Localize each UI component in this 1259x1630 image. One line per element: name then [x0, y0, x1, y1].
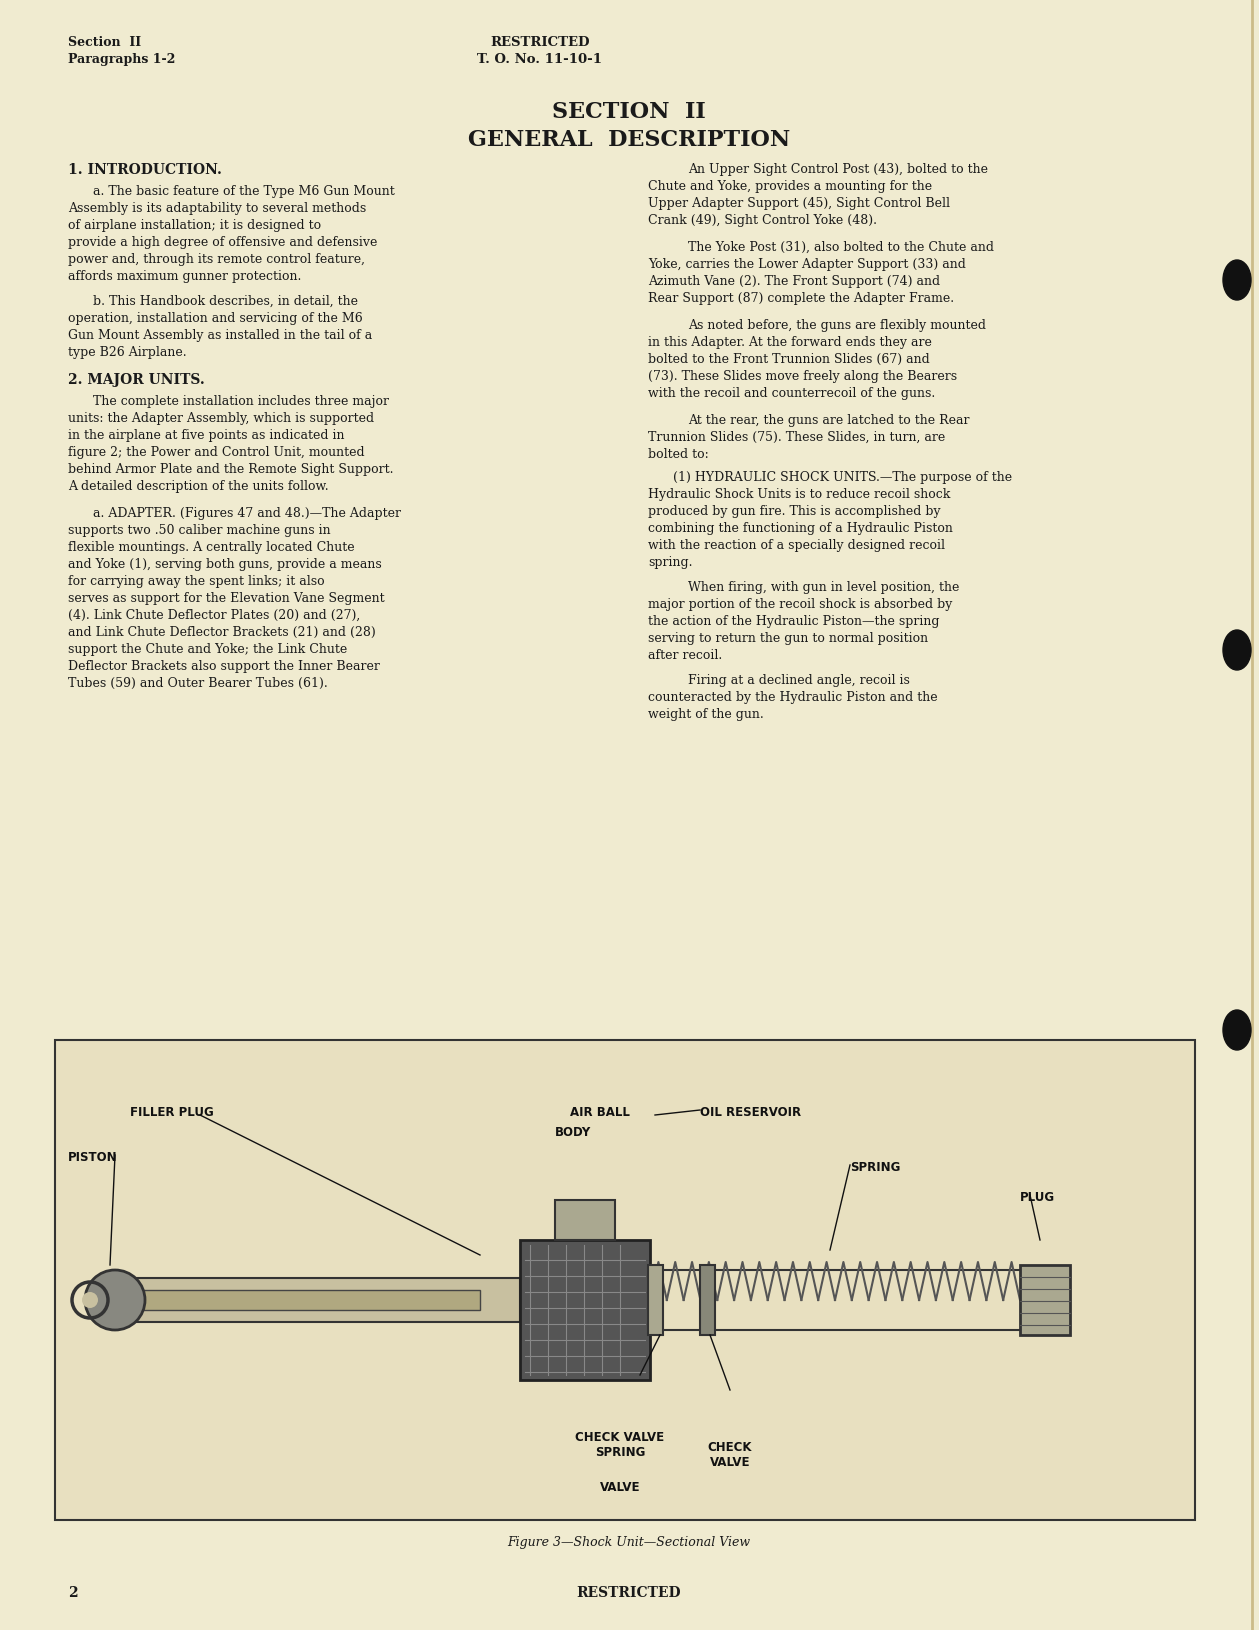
Circle shape — [82, 1293, 98, 1309]
Bar — [1020, 1265, 1070, 1335]
Text: the action of the Hydraulic Piston—the spring: the action of the Hydraulic Piston—the s… — [648, 615, 939, 628]
Text: bolted to the Front Trunnion Slides (67) and: bolted to the Front Trunnion Slides (67)… — [648, 352, 929, 365]
Text: FILLER PLUG: FILLER PLUG — [130, 1105, 214, 1118]
Text: SECTION  II: SECTION II — [553, 101, 706, 122]
Text: in the airplane at five points as indicated in: in the airplane at five points as indica… — [68, 429, 345, 442]
Text: a. ADAPTER. (Figures 47 and 48.)—The Adapter: a. ADAPTER. (Figures 47 and 48.)—The Ada… — [93, 507, 402, 520]
Text: counteracted by the Hydraulic Piston and the: counteracted by the Hydraulic Piston and… — [648, 691, 938, 704]
Text: Section  II: Section II — [68, 36, 141, 49]
Ellipse shape — [1222, 631, 1251, 670]
Text: BODY: BODY — [555, 1125, 592, 1138]
Text: Hydraulic Shock Units is to reduce recoil shock: Hydraulic Shock Units is to reduce recoi… — [648, 487, 951, 500]
Text: AIR BALL: AIR BALL — [570, 1105, 630, 1118]
Text: SPRING: SPRING — [850, 1161, 900, 1174]
Text: provide a high degree of offensive and defensive: provide a high degree of offensive and d… — [68, 236, 378, 249]
Text: units: the Adapter Assembly, which is supported: units: the Adapter Assembly, which is su… — [68, 412, 374, 425]
Text: PLUG: PLUG — [1020, 1190, 1055, 1203]
Ellipse shape — [1222, 1011, 1251, 1050]
Text: (1) HYDRAULIC SHOCK UNITS.—The purpose of the: (1) HYDRAULIC SHOCK UNITS.—The purpose o… — [674, 471, 1012, 484]
Bar — [55, 1040, 1195, 1521]
Text: and Link Chute Deflector Brackets (21) and (28): and Link Chute Deflector Brackets (21) a… — [68, 626, 375, 639]
Bar — [648, 1265, 663, 1335]
Text: Assembly is its adaptability to several methods: Assembly is its adaptability to several … — [68, 202, 366, 215]
Text: When firing, with gun in level position, the: When firing, with gun in level position,… — [687, 580, 959, 593]
Text: (73). These Slides move freely along the Bearers: (73). These Slides move freely along the… — [648, 370, 957, 383]
Text: Paragraphs 1-2: Paragraphs 1-2 — [68, 52, 175, 65]
Text: The Yoke Post (31), also bolted to the Chute and: The Yoke Post (31), also bolted to the C… — [687, 241, 995, 254]
Text: produced by gun fire. This is accomplished by: produced by gun fire. This is accomplish… — [648, 505, 940, 518]
Text: combining the functioning of a Hydraulic Piston: combining the functioning of a Hydraulic… — [648, 522, 953, 535]
Text: CHECK
VALVE: CHECK VALVE — [708, 1441, 752, 1469]
Text: RESTRICTED: RESTRICTED — [577, 1584, 681, 1599]
Bar — [520, 1240, 650, 1381]
Text: 1. INTRODUCTION.: 1. INTRODUCTION. — [68, 163, 222, 178]
Text: after recoil.: after recoil. — [648, 649, 723, 662]
Text: behind Armor Plate and the Remote Sight Support.: behind Armor Plate and the Remote Sight … — [68, 463, 394, 476]
Bar — [99, 1278, 520, 1322]
Text: bolted to:: bolted to: — [648, 448, 709, 461]
Text: CHECK VALVE
SPRING: CHECK VALVE SPRING — [575, 1430, 665, 1459]
Text: 2. MAJOR UNITS.: 2. MAJOR UNITS. — [68, 373, 205, 386]
Ellipse shape — [1222, 261, 1251, 302]
Text: Figure 3—Shock Unit—Sectional View: Figure 3—Shock Unit—Sectional View — [507, 1535, 750, 1548]
Text: Deflector Brackets also support the Inner Bearer: Deflector Brackets also support the Inne… — [68, 660, 380, 673]
Text: RESTRICTED: RESTRICTED — [490, 36, 589, 49]
Text: 2: 2 — [68, 1584, 78, 1599]
Text: Firing at a declined angle, recoil is: Firing at a declined angle, recoil is — [687, 673, 910, 686]
Text: PISTON: PISTON — [68, 1151, 117, 1164]
Text: Trunnion Slides (75). These Slides, in turn, are: Trunnion Slides (75). These Slides, in t… — [648, 430, 946, 443]
Text: GENERAL  DESCRIPTION: GENERAL DESCRIPTION — [468, 129, 791, 152]
Text: major portion of the recoil shock is absorbed by: major portion of the recoil shock is abs… — [648, 598, 952, 611]
Text: flexible mountings. A centrally located Chute: flexible mountings. A centrally located … — [68, 541, 355, 554]
Text: Chute and Yoke, provides a mounting for the: Chute and Yoke, provides a mounting for … — [648, 179, 932, 192]
Text: affords maximum gunner protection.: affords maximum gunner protection. — [68, 271, 301, 284]
Text: of airplane installation; it is designed to: of airplane installation; it is designed… — [68, 218, 321, 231]
Bar — [645, 1270, 1030, 1330]
Text: supports two .50 caliber machine guns in: supports two .50 caliber machine guns in — [68, 523, 331, 536]
Text: Crank (49), Sight Control Yoke (48).: Crank (49), Sight Control Yoke (48). — [648, 214, 878, 227]
Text: support the Chute and Yoke; the Link Chute: support the Chute and Yoke; the Link Chu… — [68, 642, 347, 655]
Bar — [99, 1291, 480, 1311]
Text: b. This Handbook describes, in detail, the: b. This Handbook describes, in detail, t… — [93, 295, 358, 308]
Text: for carrying away the spent links; it also: for carrying away the spent links; it al… — [68, 575, 325, 588]
Text: At the rear, the guns are latched to the Rear: At the rear, the guns are latched to the… — [687, 414, 969, 427]
Text: Yoke, carries the Lower Adapter Support (33) and: Yoke, carries the Lower Adapter Support … — [648, 258, 966, 271]
Text: spring.: spring. — [648, 556, 692, 569]
Bar — [700, 1265, 715, 1335]
Text: type B26 Airplane.: type B26 Airplane. — [68, 346, 186, 359]
Text: Rear Support (87) complete the Adapter Frame.: Rear Support (87) complete the Adapter F… — [648, 292, 954, 305]
Text: serving to return the gun to normal position: serving to return the gun to normal posi… — [648, 631, 928, 644]
Text: OIL RESERVOIR: OIL RESERVOIR — [700, 1105, 801, 1118]
Text: Gun Mount Assembly as installed in the tail of a: Gun Mount Assembly as installed in the t… — [68, 329, 373, 342]
Text: serves as support for the Elevation Vane Segment: serves as support for the Elevation Vane… — [68, 592, 385, 605]
Text: T. O. No. 11-10-1: T. O. No. 11-10-1 — [477, 52, 603, 65]
Bar — [555, 1200, 614, 1240]
Text: VALVE: VALVE — [599, 1480, 641, 1493]
Text: A detailed description of the units follow.: A detailed description of the units foll… — [68, 479, 329, 492]
Text: power and, through its remote control feature,: power and, through its remote control fe… — [68, 253, 365, 266]
Text: (4). Link Chute Deflector Plates (20) and (27),: (4). Link Chute Deflector Plates (20) an… — [68, 608, 360, 621]
Text: in this Adapter. At the forward ends they are: in this Adapter. At the forward ends the… — [648, 336, 932, 349]
Text: As noted before, the guns are flexibly mounted: As noted before, the guns are flexibly m… — [687, 319, 986, 333]
Text: An Upper Sight Control Post (43), bolted to the: An Upper Sight Control Post (43), bolted… — [687, 163, 988, 176]
Text: figure 2; the Power and Control Unit, mounted: figure 2; the Power and Control Unit, mo… — [68, 445, 365, 458]
Text: The complete installation includes three major: The complete installation includes three… — [93, 394, 389, 408]
Text: a. The basic feature of the Type M6 Gun Mount: a. The basic feature of the Type M6 Gun … — [93, 184, 395, 197]
Circle shape — [86, 1270, 145, 1330]
Text: Azimuth Vane (2). The Front Support (74) and: Azimuth Vane (2). The Front Support (74)… — [648, 275, 940, 289]
Text: Tubes (59) and Outer Bearer Tubes (61).: Tubes (59) and Outer Bearer Tubes (61). — [68, 676, 327, 689]
Text: weight of the gun.: weight of the gun. — [648, 707, 764, 720]
Text: with the reaction of a specially designed recoil: with the reaction of a specially designe… — [648, 538, 946, 551]
Text: and Yoke (1), serving both guns, provide a means: and Yoke (1), serving both guns, provide… — [68, 557, 381, 570]
Text: operation, installation and servicing of the M6: operation, installation and servicing of… — [68, 311, 363, 324]
Text: Upper Adapter Support (45), Sight Control Bell: Upper Adapter Support (45), Sight Contro… — [648, 197, 951, 210]
Text: with the recoil and counterrecoil of the guns.: with the recoil and counterrecoil of the… — [648, 386, 935, 399]
